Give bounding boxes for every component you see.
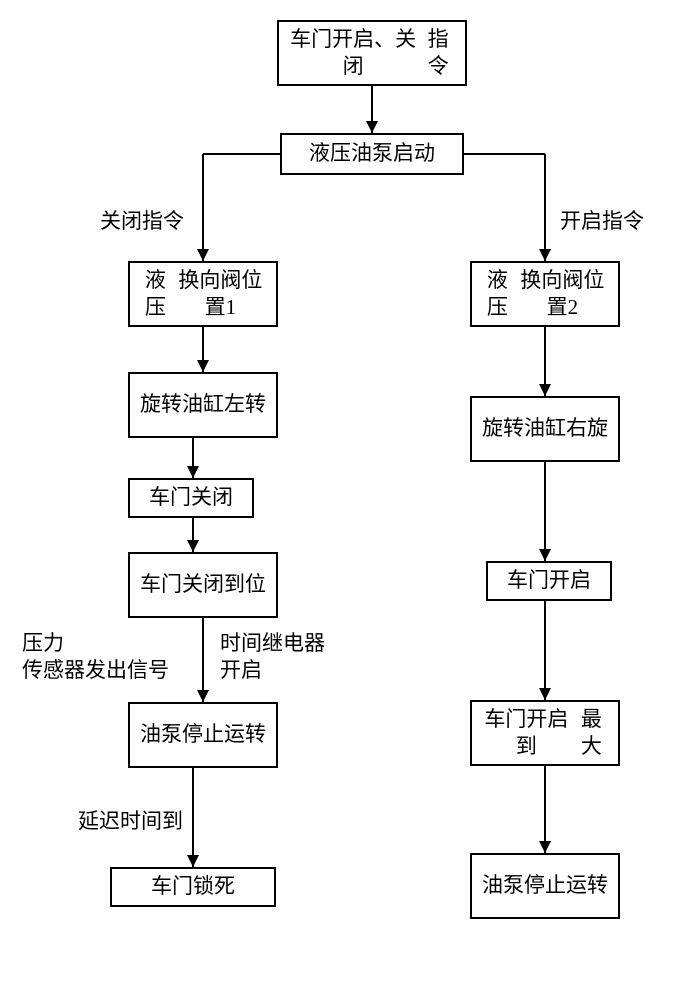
node-door_close: 车门关闭	[128, 478, 254, 518]
node-door_close_inplace: 车门关闭到位	[128, 552, 278, 618]
arrow-head-icon	[197, 360, 209, 372]
edge-line	[544, 462, 546, 561]
edge-line	[192, 768, 194, 867]
arrow-head-icon	[539, 384, 551, 396]
label-time_relay: 时间继电器开启	[220, 630, 325, 685]
arrow-head-icon	[197, 249, 209, 261]
node-rotate_left: 旋转油缸左转	[128, 372, 278, 438]
node-start: 车门开启、关闭指令	[277, 20, 467, 86]
edge-line	[464, 153, 545, 155]
node-door_open: 车门开启	[486, 561, 612, 601]
node-valve_pos1: 液压换向阀位置1	[128, 261, 278, 327]
arrow-head-icon	[187, 466, 199, 478]
arrow-head-icon	[539, 249, 551, 261]
node-pump_stop_right: 油泵停止运转	[470, 853, 620, 919]
node-door_lock: 车门锁死	[110, 867, 276, 907]
edge-line	[544, 601, 546, 700]
arrow-head-icon	[539, 549, 551, 561]
arrow-head-icon	[187, 540, 199, 552]
arrow-head-icon	[539, 688, 551, 700]
node-pump_stop_left: 油泵停止运转	[128, 702, 278, 768]
arrow-head-icon	[539, 841, 551, 853]
node-pump_start: 液压油泵启动	[280, 133, 464, 175]
label-close_cmd: 关闭指令	[100, 208, 184, 235]
label-delay_time: 延迟时间到	[78, 808, 183, 835]
node-rotate_right: 旋转油缸右旋	[470, 396, 620, 462]
edge-line	[544, 766, 546, 853]
edge-line	[202, 154, 204, 261]
label-pressure_sensor: 压力传感器发出信号	[22, 630, 169, 685]
arrow-head-icon	[197, 690, 209, 702]
edge-line	[203, 153, 280, 155]
label-open_cmd: 开启指令	[560, 208, 644, 235]
node-door_open_max: 车门开启到最大	[470, 700, 620, 766]
arrow-head-icon	[187, 855, 199, 867]
edge-line	[544, 154, 546, 261]
node-valve_pos2: 液压换向阀位置2	[470, 261, 620, 327]
arrow-head-icon	[366, 121, 378, 133]
